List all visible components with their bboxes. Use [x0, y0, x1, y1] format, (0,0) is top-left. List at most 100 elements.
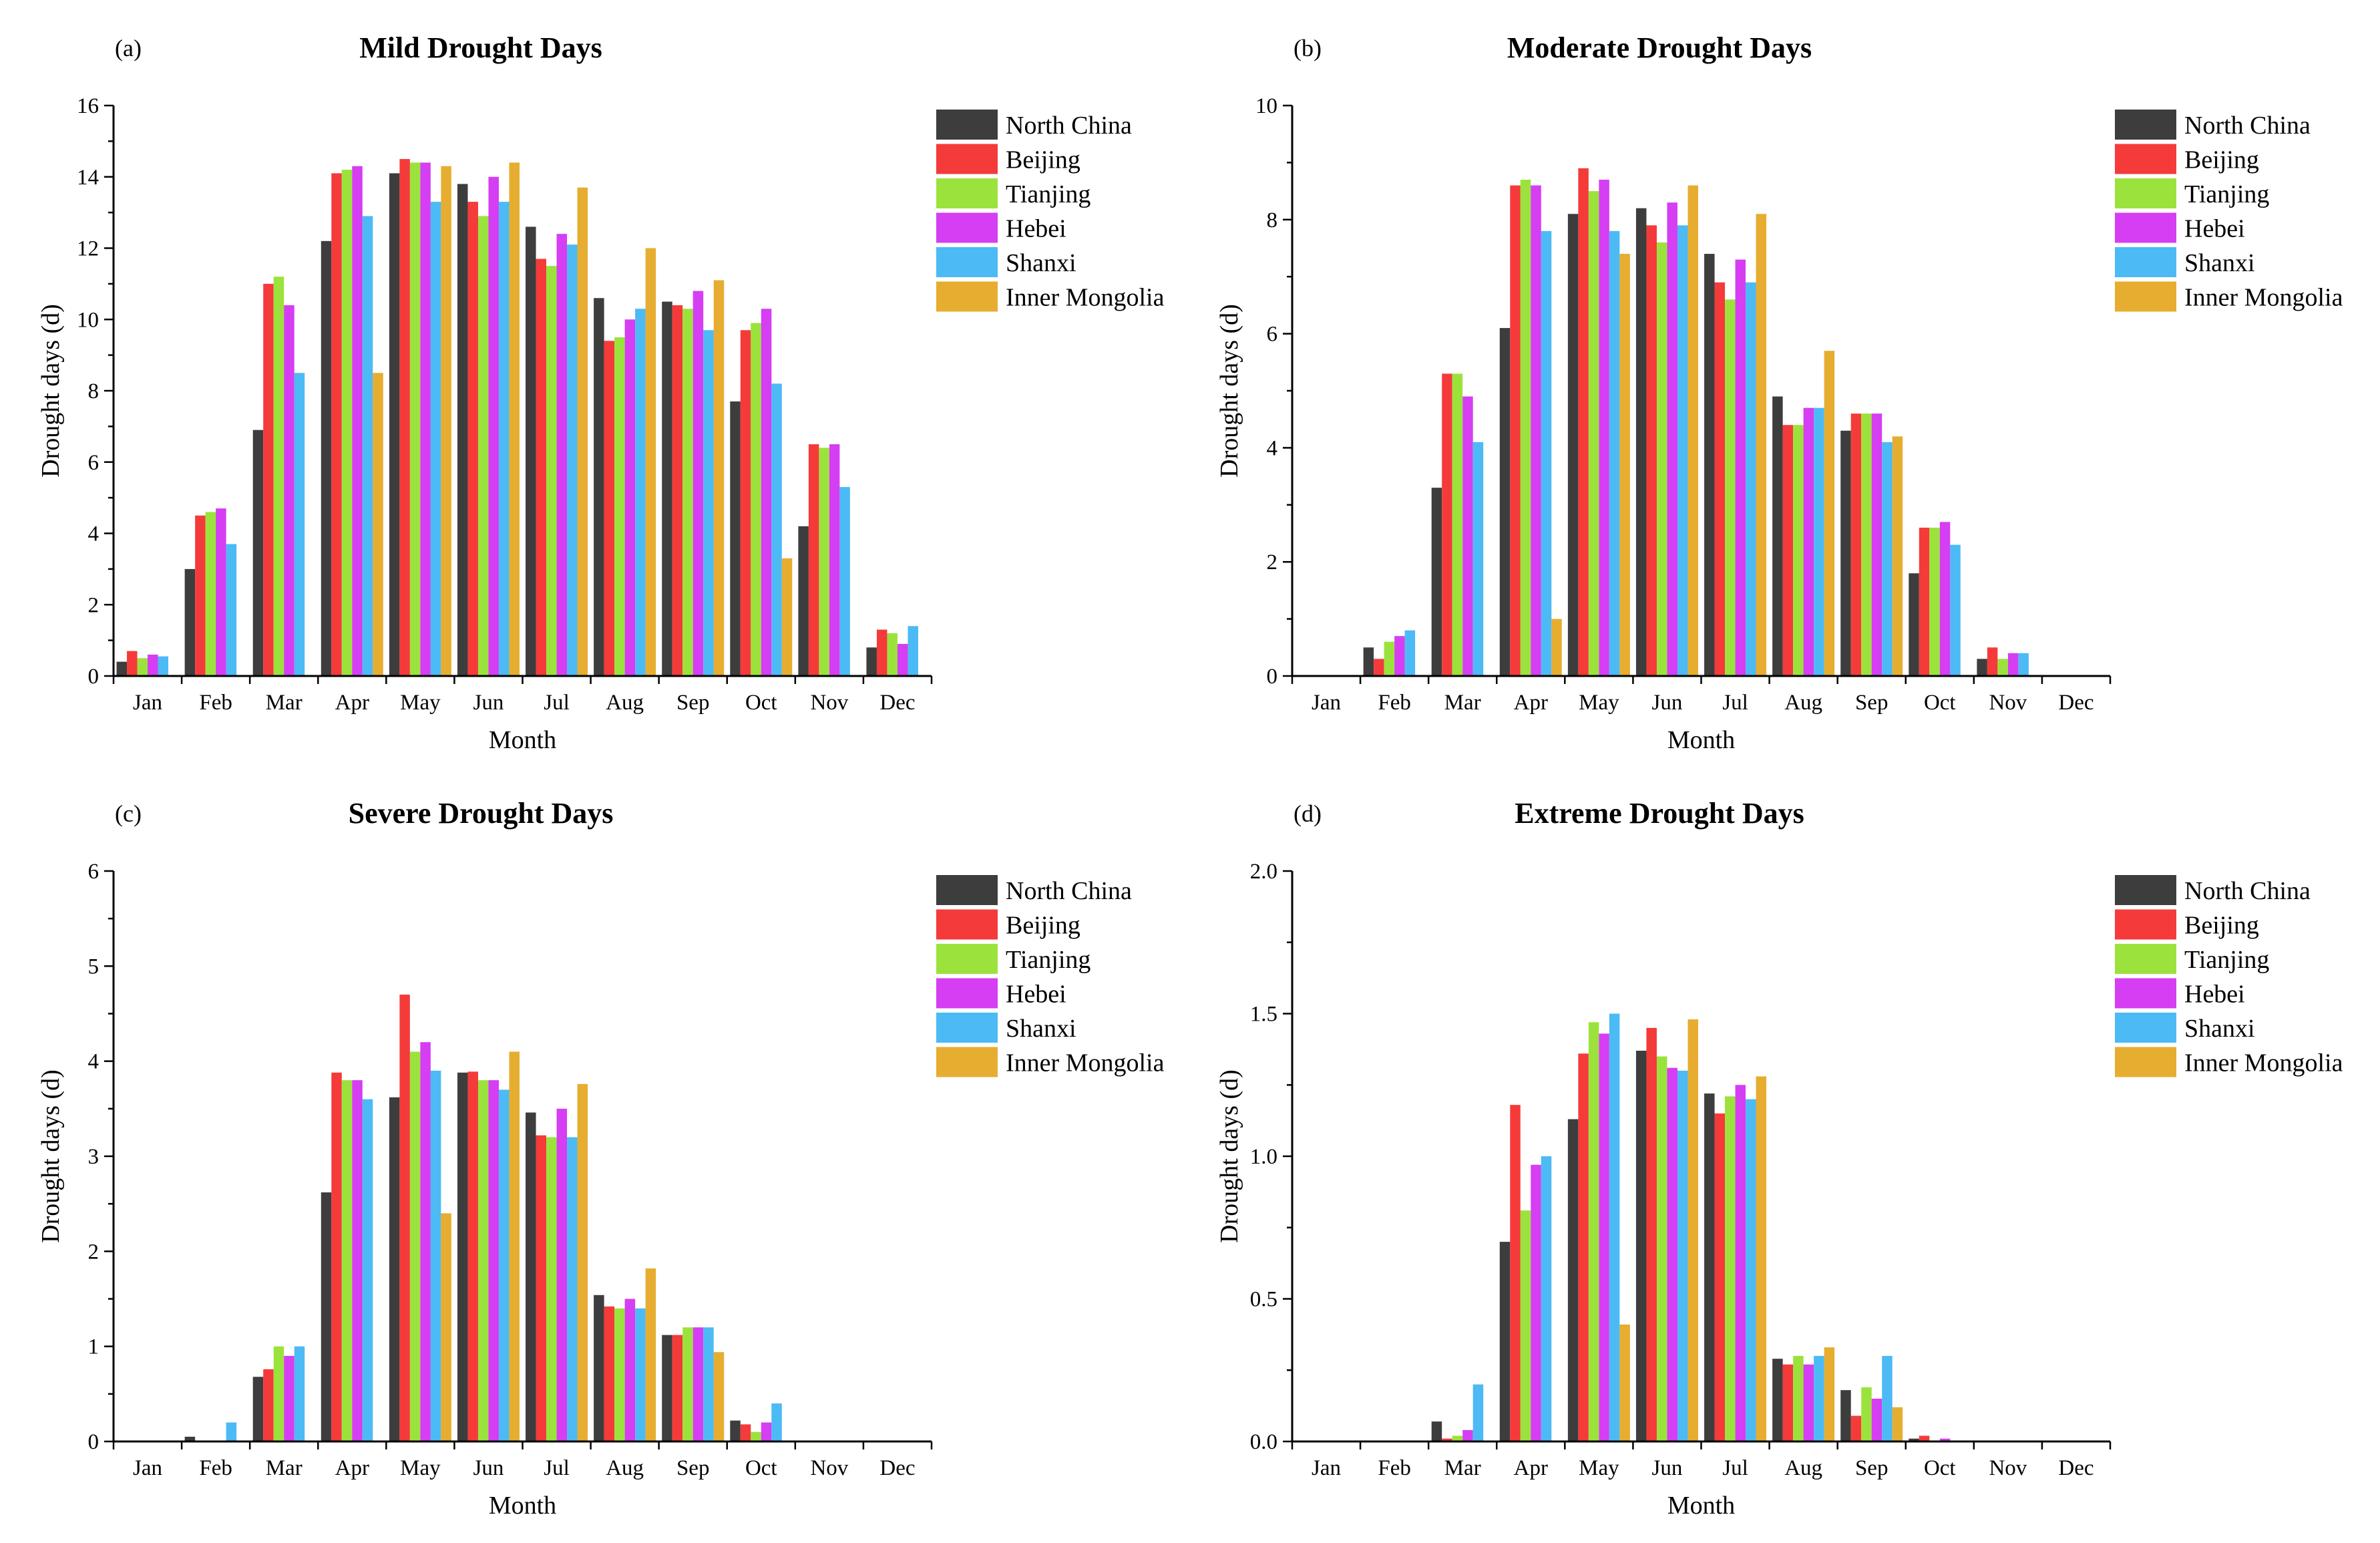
bar — [1725, 299, 1736, 676]
legend-label: Beijing — [2184, 146, 2259, 174]
bar — [1510, 1105, 1521, 1441]
legend-label: North China — [1006, 112, 1132, 140]
bar — [1735, 1085, 1746, 1441]
bar — [1531, 185, 1541, 676]
y-axis-label: Drought days (d) — [37, 304, 65, 478]
bar — [409, 162, 421, 676]
bar — [682, 1327, 693, 1441]
bar — [1619, 254, 1630, 676]
bar — [1688, 1019, 1698, 1441]
bar — [1909, 573, 1919, 676]
bar — [1725, 1096, 1736, 1441]
bar — [1704, 254, 1715, 676]
bar — [829, 444, 840, 676]
x-tick-label: Dec — [879, 1456, 915, 1480]
y-axis-label: Drought days (d) — [1215, 1069, 1243, 1243]
bar — [1520, 1210, 1531, 1441]
x-tick-label: Jan — [1312, 1456, 1341, 1480]
bar — [1452, 1435, 1463, 1441]
y-tick-label: 1.5 — [1250, 1003, 1277, 1027]
bar — [672, 1335, 683, 1441]
y-tick-label: 3 — [88, 1145, 100, 1169]
bar — [556, 234, 568, 676]
bar — [488, 1080, 499, 1441]
legend-swatch — [2115, 1047, 2176, 1077]
legend-swatch — [2115, 875, 2176, 905]
bar — [713, 280, 725, 676]
x-tick-label: Jan — [133, 691, 162, 715]
bar — [1442, 373, 1452, 676]
bar — [273, 1346, 284, 1441]
x-tick-label: Apr — [1514, 1456, 1548, 1480]
bar — [1667, 202, 1677, 676]
bar — [1541, 1156, 1552, 1441]
bar — [362, 1099, 373, 1441]
bar — [1588, 1022, 1599, 1441]
y-tick-label: 16 — [77, 94, 99, 118]
y-tick-label: 0 — [88, 665, 100, 689]
bar — [1599, 1033, 1609, 1441]
bar — [1677, 225, 1688, 677]
y-tick-label: 0.0 — [1250, 1430, 1277, 1454]
legend-swatch — [2115, 909, 2176, 940]
legend-swatch — [2115, 144, 2176, 174]
bar — [1578, 168, 1589, 676]
bar — [2007, 653, 2019, 676]
bar — [1977, 659, 1987, 676]
bar — [457, 184, 468, 676]
bar — [1510, 185, 1521, 676]
y-tick-label: 4 — [1267, 436, 1278, 460]
bar — [488, 176, 499, 676]
bar — [1746, 282, 1756, 676]
bar — [1599, 180, 1609, 676]
bar — [1782, 1364, 1794, 1441]
y-tick-label: 2.0 — [1250, 860, 1277, 884]
bar — [1551, 619, 1562, 676]
bar — [389, 173, 400, 676]
x-tick-label: Jan — [1312, 691, 1341, 715]
legend-swatch — [2115, 978, 2176, 1009]
bar — [1919, 527, 1930, 676]
legend-label: Inner Mongolia — [2184, 284, 2343, 312]
bar — [1803, 1364, 1814, 1441]
legend-swatch — [936, 909, 998, 940]
x-tick-label: Jul — [1722, 1456, 1748, 1480]
bar — [1772, 1359, 1783, 1441]
bar — [1531, 1164, 1541, 1441]
y-tick-label: 8 — [1267, 208, 1278, 232]
x-axis-label: Month — [1667, 726, 1735, 754]
bar — [1619, 1324, 1630, 1441]
x-tick-label: Dec — [2058, 691, 2094, 715]
bar — [1793, 1355, 1804, 1441]
bar — [771, 1403, 782, 1441]
bar — [730, 401, 741, 676]
bar — [1850, 413, 1862, 676]
bar — [1892, 436, 1903, 676]
bar — [430, 1070, 441, 1441]
bar — [1384, 641, 1395, 676]
x-tick-label: Jun — [473, 691, 504, 715]
bar — [195, 515, 206, 676]
x-tick-label: Oct — [1924, 1456, 1956, 1480]
bar — [692, 291, 704, 676]
bar — [263, 1369, 274, 1441]
bar — [1431, 488, 1442, 676]
legend-label: Shanxi — [1006, 249, 1076, 277]
bar — [1688, 185, 1698, 676]
x-axis-label: Month — [1667, 1492, 1735, 1520]
bar — [1452, 373, 1463, 676]
bar — [441, 1213, 451, 1441]
y-tick-label: 1 — [88, 1335, 100, 1359]
bar — [614, 1308, 625, 1441]
bar — [1939, 1438, 1951, 1441]
x-axis-label: Month — [489, 1492, 556, 1520]
legend-label: Tianjing — [1006, 946, 1090, 974]
y-axis-label: Drought days (d) — [37, 1069, 65, 1243]
y-tick-label: 12 — [77, 237, 99, 261]
bar — [1746, 1099, 1756, 1441]
x-tick-label: Jul — [544, 691, 570, 715]
x-tick-label: Dec — [879, 691, 915, 715]
bar — [730, 1420, 741, 1441]
bar — [740, 1424, 751, 1441]
y-tick-label: 0 — [88, 1430, 100, 1454]
